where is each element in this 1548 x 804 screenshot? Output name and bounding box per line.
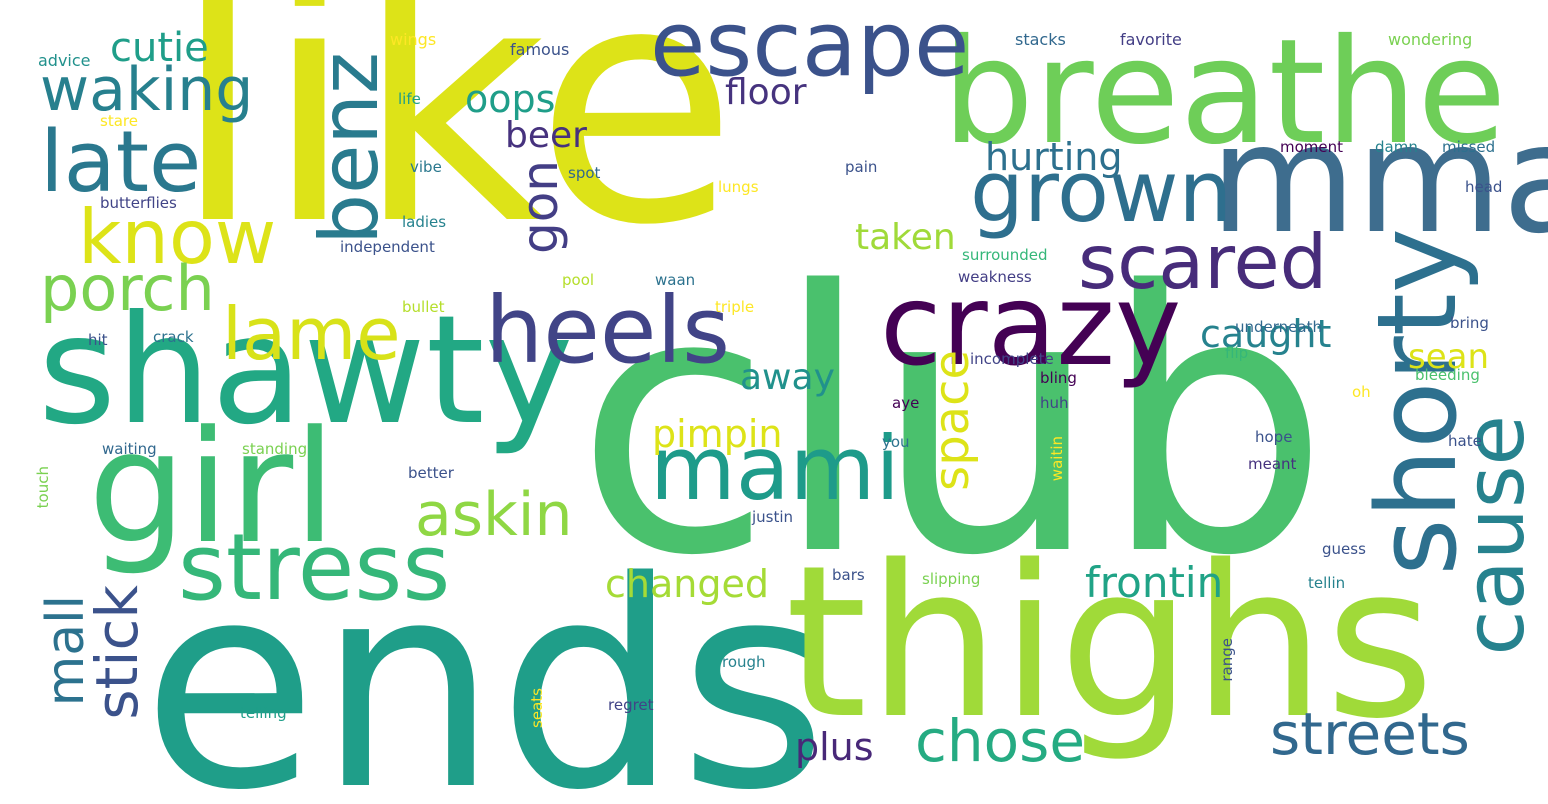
word-ladies: ladies bbox=[402, 213, 447, 231]
word-bling: bling bbox=[1040, 369, 1077, 387]
word-thighs: thighs bbox=[785, 520, 1435, 765]
word-bleeding: bleeding bbox=[1415, 366, 1480, 384]
word-cutie: cutie bbox=[110, 25, 209, 71]
word-gon: gon bbox=[511, 160, 569, 255]
word-know: know bbox=[78, 193, 277, 281]
word-floor: floor bbox=[725, 72, 807, 113]
word-crack: crack bbox=[153, 328, 194, 346]
word-hurting: hurting bbox=[985, 135, 1123, 179]
word-girl: girl bbox=[88, 397, 337, 578]
word-triple: triple bbox=[715, 298, 755, 316]
word-head: head bbox=[1465, 178, 1503, 196]
word-standing: standing bbox=[242, 440, 308, 458]
word-hope: hope bbox=[1255, 428, 1293, 446]
word-stacks: stacks bbox=[1015, 30, 1066, 49]
word-huh: huh bbox=[1040, 394, 1069, 412]
word-waking: waking bbox=[40, 55, 254, 125]
word-aye: aye bbox=[892, 394, 920, 412]
word-escape: escape bbox=[650, 0, 970, 97]
word-sean: sean bbox=[1408, 337, 1490, 377]
word-incomplete: incomplete bbox=[970, 350, 1054, 368]
word-scared: scared bbox=[1078, 218, 1328, 306]
word-bring: bring bbox=[1450, 314, 1489, 332]
word-late: late bbox=[40, 113, 202, 212]
word-telling: telling bbox=[240, 704, 287, 722]
word-wondering: wondering bbox=[1388, 30, 1473, 49]
word-changed: changed bbox=[605, 562, 769, 606]
word-stress: stress bbox=[178, 514, 451, 621]
word-favorite: favorite bbox=[1120, 30, 1182, 49]
word-butterflies: butterflies bbox=[100, 194, 177, 212]
word-stick: stick bbox=[83, 585, 151, 720]
word-hit: hit bbox=[88, 331, 108, 349]
word-waitin: waitin bbox=[1048, 436, 1066, 482]
word-space: space bbox=[924, 350, 980, 491]
word-caught: caught bbox=[1200, 312, 1332, 356]
word-regret: regret bbox=[608, 696, 654, 714]
word-mami: mami bbox=[650, 417, 900, 520]
word-seats: seats bbox=[528, 688, 546, 728]
word-waan: waan bbox=[655, 271, 696, 289]
word-bars: bars bbox=[832, 566, 865, 584]
word-benz: benz bbox=[303, 52, 396, 245]
word-better: better bbox=[408, 464, 454, 482]
word-meant: meant bbox=[1248, 455, 1297, 473]
word-grown: grown bbox=[970, 143, 1233, 242]
word-independent: independent bbox=[340, 238, 435, 256]
word-damn: damn bbox=[1375, 138, 1418, 156]
word-moment: moment bbox=[1280, 138, 1344, 156]
word-shawty: shawty bbox=[38, 284, 574, 458]
word-ends: ends bbox=[142, 521, 828, 804]
word-oh: oh bbox=[1352, 383, 1371, 401]
word-missed: missed bbox=[1442, 138, 1496, 156]
word-oops: oops bbox=[465, 77, 556, 121]
word-away: away bbox=[740, 357, 835, 398]
word-guess: guess bbox=[1322, 540, 1366, 558]
word-crazy: crazy bbox=[880, 261, 1182, 391]
word-breathe: breathe bbox=[942, 8, 1507, 177]
word-flip: flip bbox=[1225, 344, 1249, 362]
word-rough: rough bbox=[722, 653, 766, 671]
word-justin: justin bbox=[752, 508, 794, 526]
word-you: you bbox=[882, 433, 910, 451]
word-hate: hate bbox=[1448, 432, 1482, 450]
word-club: club bbox=[575, 215, 1330, 634]
word-famous: famous bbox=[510, 40, 570, 59]
word-weakness: weakness bbox=[958, 268, 1032, 286]
word-askin: askin bbox=[415, 480, 573, 550]
word-plus: plus bbox=[795, 725, 874, 769]
word-pool: pool bbox=[562, 271, 595, 289]
word-streets: streets bbox=[1270, 700, 1470, 768]
word-taken: taken bbox=[855, 217, 956, 258]
word-beer: beer bbox=[505, 115, 587, 156]
word-frontin: frontin bbox=[1085, 558, 1224, 607]
word-lungs: lungs bbox=[718, 178, 759, 196]
word-advice: advice bbox=[38, 51, 91, 70]
word-like: like bbox=[172, 0, 738, 297]
word-porch: porch bbox=[40, 252, 215, 325]
word-range: range bbox=[1218, 638, 1236, 682]
word-surrounded: surrounded bbox=[962, 246, 1048, 264]
word-bullet: bullet bbox=[402, 298, 445, 316]
word-spot: spot bbox=[568, 164, 601, 182]
word-underneath: underneath bbox=[1235, 318, 1322, 336]
word-heels: heels bbox=[485, 277, 731, 384]
word-pain: pain bbox=[845, 158, 878, 176]
word-waiting: waiting bbox=[102, 440, 157, 458]
word-pimpin: pimpin bbox=[652, 412, 783, 456]
word-stare: stare bbox=[100, 112, 138, 130]
word-life: life bbox=[398, 90, 421, 108]
word-lame: lame bbox=[222, 292, 401, 376]
word-wings: wings bbox=[390, 30, 437, 49]
word-tellin: tellin bbox=[1308, 574, 1346, 592]
word-cause: cause bbox=[1448, 415, 1543, 656]
word-touch: touch bbox=[34, 466, 52, 509]
word-chose: chose bbox=[915, 707, 1086, 775]
word-mma: mma bbox=[1210, 93, 1548, 267]
word-slipping: slipping bbox=[922, 570, 981, 588]
word-vibe: vibe bbox=[410, 158, 442, 176]
word-mall: mall bbox=[36, 595, 96, 707]
